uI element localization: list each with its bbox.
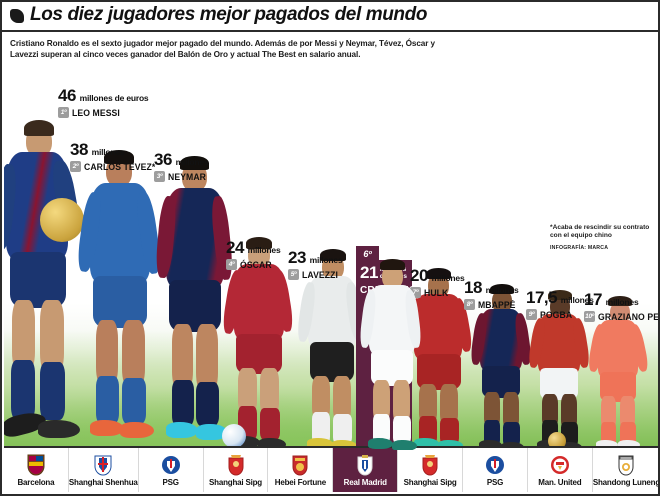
callout-name-row-tevez: 2º CARLOS TÉVEZ*: [70, 161, 158, 172]
callout-neymar: 36 millones 3º NEYMAR: [154, 150, 209, 182]
callout-name-row-lavezzi: 5º LAVEZZI: [288, 269, 342, 280]
callout-amount-messi: 46 millones de euros: [58, 86, 149, 105]
player-name: CARLOS TÉVEZ*: [84, 161, 156, 172]
callout-name-row-mbappe: 8º MBAPPÉ: [464, 299, 518, 310]
club-cell-psg-1: PSG: [139, 448, 204, 492]
player-name: POGBA: [540, 309, 573, 320]
player-figure-neymar: [154, 154, 252, 450]
callout-amount-pelle: 17 millones: [584, 290, 639, 309]
callout-amount-tevez: 38 millones: [70, 140, 125, 159]
club-cell-barcelona: Barcelona: [4, 448, 69, 492]
club-cell-real-madrid: Real Madrid: [333, 448, 399, 492]
callout-lavezzi: 23 millones 5º LAVEZZI: [288, 248, 343, 280]
club-name: Shanghai Sipg: [403, 477, 457, 487]
callout-oscar: 24 millones 4º ÓSCAR: [226, 238, 281, 270]
psg-crest-icon: [485, 454, 505, 476]
club-name: PSG: [486, 477, 504, 487]
callout-hulk: 20 millones 7º HULK: [410, 266, 465, 298]
player-name: NEYMAR: [168, 171, 207, 182]
shandong-luneng-crest-icon: [616, 454, 636, 476]
callout-amount-oscar: 24 millones: [226, 238, 281, 257]
club-name: Barcelona: [17, 477, 55, 487]
rank-badge: 2º: [70, 161, 81, 172]
player-name: LAVEZZI: [302, 269, 339, 280]
callout-pogba: 17,5 millones 9º POGBA: [526, 288, 594, 320]
deck-text: Cristiano Ronaldo es el sexto jugador me…: [10, 39, 435, 59]
player-name: GRAZIANO PELLÈ: [598, 311, 660, 322]
rank-badge: 4º: [226, 259, 237, 270]
footnote-text: *Acaba de rescindir su contrato con el e…: [550, 224, 650, 240]
club-name: Shanghai Shenhua: [68, 477, 138, 487]
club-cell-man-united: Man. United: [528, 448, 593, 492]
player-name: HULK: [424, 287, 449, 298]
cristiano-rank-badge: 6º: [356, 246, 379, 262]
callout-amount-pogba: 17,5 millones: [526, 288, 594, 307]
player-figure-lavezzi: [295, 248, 378, 450]
player-figure-hulk: [402, 268, 482, 450]
shanghai-shenhua-crest-icon: [93, 454, 113, 476]
header-bar: Los diez jugadores mejor pagados del mun…: [2, 2, 658, 32]
club-cell-shanghai-sipg-2: Shanghai Sipg: [398, 448, 464, 492]
player-figure-pogba: [527, 290, 600, 450]
player-name: LEO MESSI: [72, 107, 120, 118]
callout-amount-neymar: 36 millones: [154, 150, 209, 169]
club-cell-shandong-luneng: Shandong Luneng: [592, 448, 660, 492]
callout-name-row-oscar: 4º ÓSCAR: [226, 259, 280, 270]
rank-badge: 10º: [584, 311, 595, 322]
club-cell-hebei-fortune: Hebei Fortune: [268, 448, 334, 492]
hebei-fortune-crest-icon: [290, 454, 310, 476]
club-cell-psg-2: PSG: [463, 448, 528, 492]
club-name: Hebei Fortune: [274, 477, 326, 487]
barcelona-crest-icon: [26, 454, 46, 476]
club-name: Shandong Luneng: [592, 477, 660, 487]
shanghai-sipg-crest-icon: [226, 454, 246, 476]
club-name: PSG: [162, 477, 179, 487]
credit-line: INFOGRAFÍA: MARCA: [550, 245, 609, 251]
club-name: Man. United: [538, 477, 582, 487]
rank-badge: 1º: [58, 107, 69, 118]
player-figure-cristiano: [358, 258, 434, 450]
club-name: Real Madrid: [343, 477, 387, 487]
real-madrid-crest-icon: [355, 454, 375, 476]
player-figure-messi: [4, 120, 110, 450]
player-name: ÓSCAR: [240, 259, 272, 270]
rank-badge: 8º: [464, 299, 475, 310]
psg-crest-icon: [161, 454, 181, 476]
player-figure-tevez: [75, 148, 180, 450]
callout-mbappe: 18 millones 8º MBAPPÉ: [464, 278, 519, 310]
player-figure-oscar: [221, 236, 308, 450]
club-cell-shanghai-shenhua: Shanghai Shenhua: [69, 448, 139, 492]
callout-name-row-messi: 1º LEO MESSI: [58, 107, 148, 118]
rank-badge: 5º: [288, 269, 299, 280]
rank-badge: 9º: [526, 309, 537, 320]
callout-tevez: 38 millones 2º CARLOS TÉVEZ*: [70, 140, 158, 172]
club-cell-shanghai-sipg-1: Shanghai Sipg: [204, 448, 269, 492]
rank-badge: 3º: [154, 171, 165, 182]
player-name: MBAPPÉ: [478, 299, 516, 310]
shanghai-sipg-crest-icon: [420, 454, 440, 476]
ball-bullet-icon: [10, 9, 24, 23]
man-united-crest-icon: [550, 454, 570, 476]
callout-amount-hulk: 20 millones: [410, 266, 465, 285]
player-figure-mbappe: [469, 284, 542, 450]
rank-badge: 7º: [410, 287, 421, 298]
page-title: Los diez jugadores mejor pagados del mun…: [30, 4, 428, 25]
callout-amount-lavezzi: 23 millones: [288, 248, 343, 267]
callout-name-row-neymar: 3º NEYMAR: [154, 171, 208, 182]
callout-messi: 46 millones de euros 1º LEO MESSI: [58, 86, 149, 118]
player-figure-pelle: [586, 296, 658, 449]
callout-name-row-pogba: 9º POGBA: [526, 309, 594, 320]
callout-name-row-hulk: 7º HULK: [410, 287, 464, 298]
club-strip: Barcelona Shanghai Shenhua PSG Shanghai …: [4, 446, 660, 492]
callout-name-row-pelle: 10º GRAZIANO PELLÈ: [584, 311, 660, 322]
callout-pelle: 17 millones 10º GRAZIANO PELLÈ: [584, 290, 660, 322]
callout-amount-mbappe: 18 millones: [464, 278, 519, 297]
cristiano-amount-number: 21: [360, 263, 378, 282]
club-name: Shanghai Sipg: [209, 477, 262, 487]
